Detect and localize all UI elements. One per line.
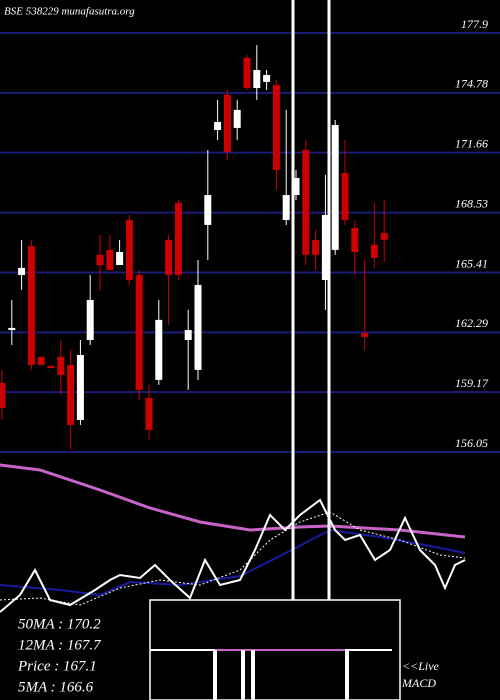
y-tick-label: 159.17 (455, 376, 489, 390)
candle-body (214, 121, 222, 131)
candle-body (8, 327, 16, 331)
candle-body (116, 251, 124, 266)
candle-body (155, 319, 163, 380)
y-tick-label: 156.05 (455, 436, 488, 450)
macd-bar (213, 650, 217, 700)
chart-title: BSE 538229 munafasutra.org (4, 6, 135, 18)
candle-body (302, 149, 310, 255)
candle-body (37, 356, 45, 365)
candle-body (282, 195, 290, 220)
ma-line (0, 511, 466, 606)
candle-body (76, 354, 84, 420)
candle-body (204, 195, 212, 225)
candle-body (145, 397, 153, 430)
stat-label: Price : 167.1 (17, 658, 97, 674)
candle-body (263, 74, 271, 82)
candle-body (351, 228, 359, 252)
y-tick-label: 162.29 (455, 316, 488, 330)
candle-body (194, 284, 202, 370)
macd-label: <<Live (402, 659, 440, 673)
candle-body (184, 330, 192, 341)
candle-body (243, 57, 251, 89)
indicator-panel (0, 463, 466, 613)
candle-body (174, 202, 182, 276)
y-tick-label: 174.78 (455, 77, 488, 91)
candle-body (361, 332, 369, 337)
candle-body (292, 177, 300, 196)
candle-body (341, 172, 349, 220)
candle-body (125, 219, 133, 280)
candle-body (67, 364, 75, 425)
macd-bar (241, 650, 245, 700)
y-tick-label: 171.66 (455, 136, 488, 150)
macd-label: MACD (401, 676, 436, 690)
candle-body (312, 239, 320, 255)
candle-body (370, 244, 378, 258)
candle-body (106, 249, 114, 271)
candle-body (0, 382, 6, 408)
candle-body (272, 84, 280, 170)
stat-label: 50MA : 170.2 (18, 616, 101, 632)
candle-body (223, 94, 231, 152)
macd-box (149, 599, 401, 700)
ma-line (0, 528, 466, 597)
candle-body (47, 365, 55, 369)
candle-body (233, 109, 241, 128)
y-tick-label: 168.53 (455, 196, 488, 210)
candle-body (165, 239, 173, 276)
candle-body (18, 267, 26, 276)
candle-body (135, 275, 143, 390)
macd-bar (251, 650, 255, 700)
candle-body (57, 356, 65, 375)
stat-label: 12MA : 167.7 (18, 637, 102, 653)
candle-body (253, 70, 261, 89)
stat-label: 5MA : 166.6 (18, 679, 94, 695)
candle-body (321, 214, 329, 280)
candle-body (380, 233, 388, 240)
candle-body (86, 299, 94, 341)
candle-body (331, 125, 339, 250)
macd-bar (345, 650, 349, 700)
ma-line (0, 463, 466, 539)
price-line (0, 498, 466, 613)
y-tick-label: 177.9 (461, 17, 488, 31)
candle-body (27, 246, 35, 365)
candle-body (96, 254, 104, 266)
y-tick-label: 165.41 (455, 256, 488, 270)
